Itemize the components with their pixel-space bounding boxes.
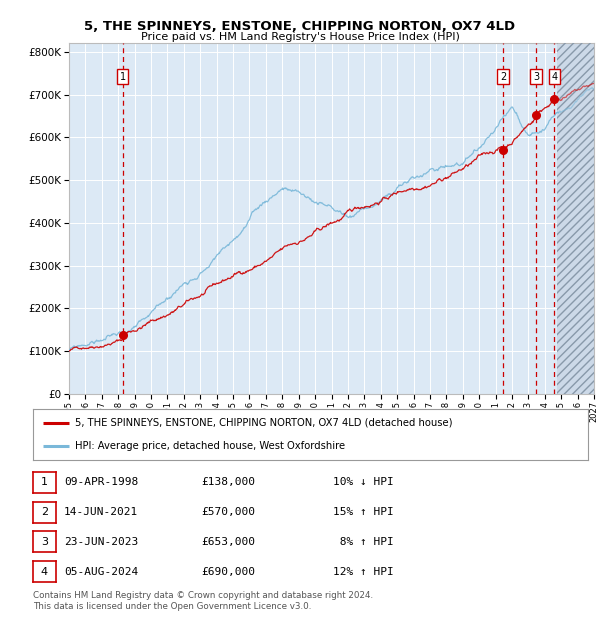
Text: 3: 3 <box>41 537 48 547</box>
Text: 5, THE SPINNEYS, ENSTONE, CHIPPING NORTON, OX7 4LD: 5, THE SPINNEYS, ENSTONE, CHIPPING NORTO… <box>85 20 515 33</box>
Text: 4: 4 <box>551 72 557 82</box>
Text: 14-JUN-2021: 14-JUN-2021 <box>64 507 139 517</box>
Text: £653,000: £653,000 <box>201 537 255 547</box>
Text: Contains HM Land Registry data © Crown copyright and database right 2024.
This d: Contains HM Land Registry data © Crown c… <box>33 591 373 611</box>
Bar <box>557 43 594 394</box>
Text: 12% ↑ HPI: 12% ↑ HPI <box>333 567 394 577</box>
Text: 1: 1 <box>41 477 48 487</box>
Text: Price paid vs. HM Land Registry's House Price Index (HPI): Price paid vs. HM Land Registry's House … <box>140 32 460 42</box>
Text: £138,000: £138,000 <box>201 477 255 487</box>
Text: 10% ↓ HPI: 10% ↓ HPI <box>333 477 394 487</box>
Text: 3: 3 <box>533 72 539 82</box>
Text: HPI: Average price, detached house, West Oxfordshire: HPI: Average price, detached house, West… <box>74 441 345 451</box>
Text: 15% ↑ HPI: 15% ↑ HPI <box>333 507 394 517</box>
Bar <box>557 43 594 394</box>
Text: 09-APR-1998: 09-APR-1998 <box>64 477 139 487</box>
Text: 8% ↑ HPI: 8% ↑ HPI <box>333 537 394 547</box>
Text: 5, THE SPINNEYS, ENSTONE, CHIPPING NORTON, OX7 4LD (detached house): 5, THE SPINNEYS, ENSTONE, CHIPPING NORTO… <box>74 418 452 428</box>
Text: 2: 2 <box>41 507 48 517</box>
Text: 05-AUG-2024: 05-AUG-2024 <box>64 567 139 577</box>
Text: 1: 1 <box>119 72 126 82</box>
Text: £570,000: £570,000 <box>201 507 255 517</box>
Text: 4: 4 <box>41 567 48 577</box>
Text: 23-JUN-2023: 23-JUN-2023 <box>64 537 139 547</box>
Text: £690,000: £690,000 <box>201 567 255 577</box>
Text: 2: 2 <box>500 72 506 82</box>
